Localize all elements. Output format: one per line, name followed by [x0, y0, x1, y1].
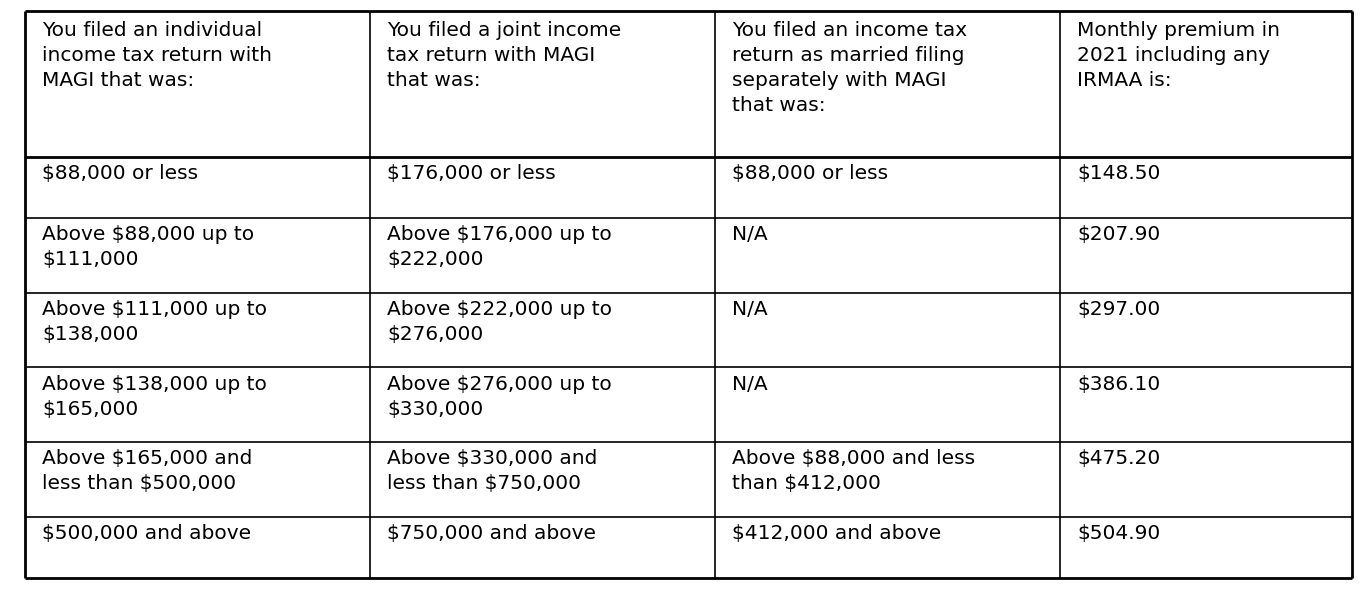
- Text: $500,000 and above: $500,000 and above: [42, 524, 252, 543]
- Text: $148.50: $148.50: [1078, 164, 1161, 183]
- Bar: [1060, 293, 1352, 368]
- Text: Above $276,000 up to
$330,000: Above $276,000 up to $330,000: [387, 375, 611, 419]
- Text: Above $165,000 and
less than $500,000: Above $165,000 and less than $500,000: [42, 449, 253, 493]
- Bar: [369, 442, 714, 517]
- Text: Above $330,000 and
less than $750,000: Above $330,000 and less than $750,000: [387, 449, 598, 493]
- Bar: [1060, 442, 1352, 517]
- Bar: [25, 517, 369, 578]
- Text: Above $88,000 up to
$111,000: Above $88,000 up to $111,000: [42, 225, 254, 269]
- Text: N/A: N/A: [732, 225, 767, 244]
- Bar: [1060, 157, 1352, 218]
- Text: Above $111,000 up to
$138,000: Above $111,000 up to $138,000: [42, 300, 267, 344]
- Text: $475.20: $475.20: [1078, 449, 1160, 468]
- Text: Above $88,000 and less
than $412,000: Above $88,000 and less than $412,000: [732, 449, 975, 493]
- Bar: [714, 517, 1060, 578]
- Bar: [25, 11, 369, 157]
- Text: $750,000 and above: $750,000 and above: [387, 524, 596, 543]
- Bar: [1060, 11, 1352, 157]
- Text: N/A: N/A: [732, 300, 767, 319]
- Bar: [714, 11, 1060, 157]
- Text: $297.00: $297.00: [1078, 300, 1160, 319]
- Bar: [25, 442, 369, 517]
- Bar: [1060, 368, 1352, 442]
- Bar: [1060, 517, 1352, 578]
- Text: $504.90: $504.90: [1078, 524, 1160, 543]
- Bar: [369, 517, 714, 578]
- Bar: [714, 293, 1060, 368]
- Text: You filed an individual
income tax return with
MAGI that was:: You filed an individual income tax retur…: [42, 21, 272, 90]
- Bar: [25, 157, 369, 218]
- Text: N/A: N/A: [732, 375, 767, 394]
- Bar: [714, 368, 1060, 442]
- Bar: [369, 293, 714, 368]
- Text: You filed a joint income
tax return with MAGI
that was:: You filed a joint income tax return with…: [387, 21, 621, 90]
- Bar: [369, 368, 714, 442]
- Bar: [369, 157, 714, 218]
- Bar: [714, 442, 1060, 517]
- Text: $176,000 or less: $176,000 or less: [387, 164, 557, 183]
- Text: $88,000 or less: $88,000 or less: [732, 164, 889, 183]
- Text: $88,000 or less: $88,000 or less: [42, 164, 198, 183]
- Bar: [25, 293, 369, 368]
- Bar: [25, 218, 369, 293]
- Text: Monthly premium in
2021 including any
IRMAA is:: Monthly premium in 2021 including any IR…: [1078, 21, 1280, 90]
- Text: Above $138,000 up to
$165,000: Above $138,000 up to $165,000: [42, 375, 267, 419]
- Bar: [369, 218, 714, 293]
- Bar: [1060, 218, 1352, 293]
- Text: You filed an income tax
return as married filing
separately with MAGI
that was:: You filed an income tax return as marrie…: [732, 21, 967, 116]
- Bar: [369, 11, 714, 157]
- Bar: [714, 157, 1060, 218]
- Text: Above $176,000 up to
$222,000: Above $176,000 up to $222,000: [387, 225, 611, 269]
- Bar: [25, 368, 369, 442]
- Text: $386.10: $386.10: [1078, 375, 1160, 394]
- Bar: [714, 218, 1060, 293]
- Text: $412,000 and above: $412,000 and above: [732, 524, 941, 543]
- Text: $207.90: $207.90: [1078, 225, 1160, 244]
- Text: Above $222,000 up to
$276,000: Above $222,000 up to $276,000: [387, 300, 613, 344]
